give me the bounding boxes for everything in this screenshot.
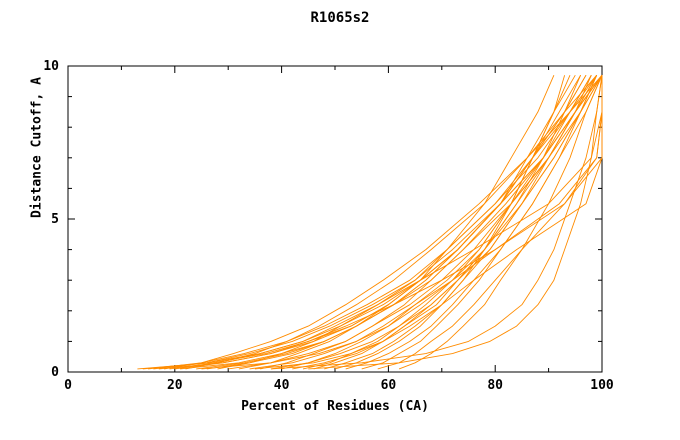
model-curve [324, 75, 603, 370]
model-curve [249, 74, 592, 370]
x-tick-label: 20 [167, 378, 183, 393]
model-curve [281, 75, 603, 370]
model-curve [164, 74, 603, 370]
model-curve [361, 75, 598, 370]
x-tick-label: 40 [274, 378, 290, 393]
model-curve [292, 75, 582, 370]
model-curve [148, 74, 598, 370]
y-tick-label: 5 [51, 212, 59, 227]
model-curve [185, 74, 598, 370]
x-tick-label: 60 [381, 378, 397, 393]
model-curve [180, 74, 576, 370]
model-curve [398, 75, 603, 370]
x-tick-label: 100 [590, 378, 614, 393]
model-curve [345, 75, 603, 370]
model-curve [169, 74, 592, 370]
model-curve [206, 74, 587, 370]
model-curve [270, 75, 603, 370]
model-curve [196, 74, 603, 370]
model-curve [302, 74, 603, 370]
model-curve [308, 75, 603, 370]
x-tick-label: 0 [64, 378, 72, 393]
x-axis-label: Percent of Residues (CA) [241, 399, 429, 414]
y-tick-label: 10 [43, 59, 59, 74]
model-curve [153, 74, 603, 370]
y-tick-label: 0 [51, 365, 59, 380]
x-tick-label: 80 [487, 378, 503, 393]
model-curve [217, 75, 603, 370]
y-axis-label: Distance Cutoff, A [29, 77, 45, 218]
chart-title: R1065s2 [310, 10, 370, 26]
model-curve [313, 74, 598, 370]
model-curve [201, 75, 571, 370]
